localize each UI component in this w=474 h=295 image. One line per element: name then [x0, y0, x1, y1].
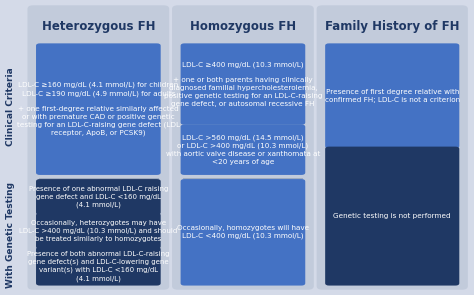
FancyBboxPatch shape: [181, 179, 305, 286]
FancyBboxPatch shape: [317, 5, 468, 290]
Text: LDL-C ≥160 mg/dL (4.1 mmol/L) for children
LDL-C ≥190 mg/dL (4.9 mmol/L) for adu: LDL-C ≥160 mg/dL (4.1 mmol/L) for childr…: [17, 82, 180, 136]
FancyBboxPatch shape: [36, 213, 161, 249]
Text: Presence of one abnormal LDL-C raising
gene defect and LDL-C <160 mg/dL
(4.1 mmo: Presence of one abnormal LDL-C raising g…: [28, 186, 168, 208]
Text: LDL-C ≥400 mg/dL (10.3 mmol/L)

+ one or both parents having clinically
diagnose: LDL-C ≥400 mg/dL (10.3 mmol/L) + one or …: [164, 61, 322, 107]
FancyBboxPatch shape: [172, 5, 314, 290]
Text: LDL-C >560 mg/dL (14.5 mmol/L)
or LDL-C >400 mg/dL (10.3 mmol/L)
with aortic val: LDL-C >560 mg/dL (14.5 mmol/L) or LDL-C …: [166, 135, 320, 165]
Text: Clinical Criteria: Clinical Criteria: [6, 67, 15, 145]
FancyBboxPatch shape: [181, 43, 305, 125]
Text: Heterozygous FH: Heterozygous FH: [42, 20, 155, 33]
FancyBboxPatch shape: [36, 179, 161, 215]
Text: Family History of FH: Family History of FH: [325, 20, 459, 33]
FancyBboxPatch shape: [36, 43, 161, 175]
Text: Occasionally, heterozygotes may have
LDL-C >400 mg/dL (10.3 mmol/L) and should
b: Occasionally, heterozygotes may have LDL…: [19, 220, 177, 242]
FancyBboxPatch shape: [325, 43, 459, 148]
Text: Presence of first degree relative with
confirmed FH; LDL-C is not a criterion: Presence of first degree relative with c…: [325, 89, 460, 103]
FancyBboxPatch shape: [36, 247, 161, 286]
FancyBboxPatch shape: [27, 5, 169, 290]
Text: With Genetic Testing: With Genetic Testing: [6, 181, 15, 288]
Text: Occasionally, homozygotes will have
LDL-C <400 mg/dL (10.3 mmol/L): Occasionally, homozygotes will have LDL-…: [177, 225, 309, 240]
Text: Homozygous FH: Homozygous FH: [190, 20, 296, 33]
FancyBboxPatch shape: [181, 124, 305, 175]
FancyBboxPatch shape: [325, 147, 459, 286]
Text: Presence of both abnormal LDL-C-raising
gene defect(s) and LDL-C-lowering gene
v: Presence of both abnormal LDL-C-raising …: [27, 251, 170, 282]
Text: Genetic testing is not performed: Genetic testing is not performed: [333, 213, 451, 219]
